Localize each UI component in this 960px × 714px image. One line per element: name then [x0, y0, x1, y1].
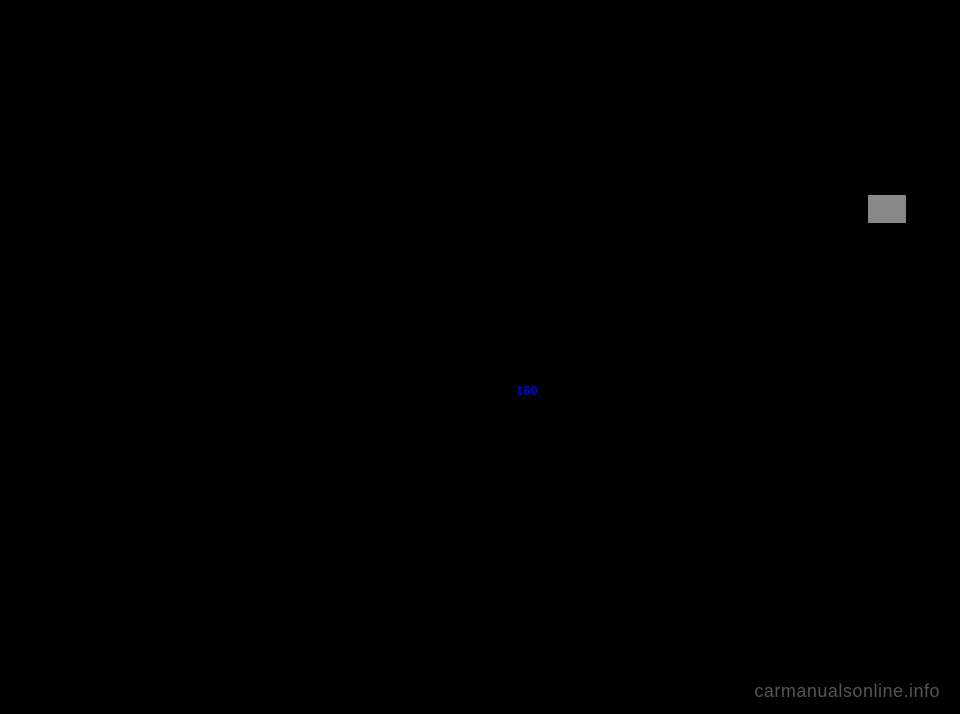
- watermark-text: carmanualsonline.info: [754, 681, 940, 702]
- page-tab-marker: [868, 195, 906, 223]
- page-reference-link[interactable]: 160: [516, 383, 538, 398]
